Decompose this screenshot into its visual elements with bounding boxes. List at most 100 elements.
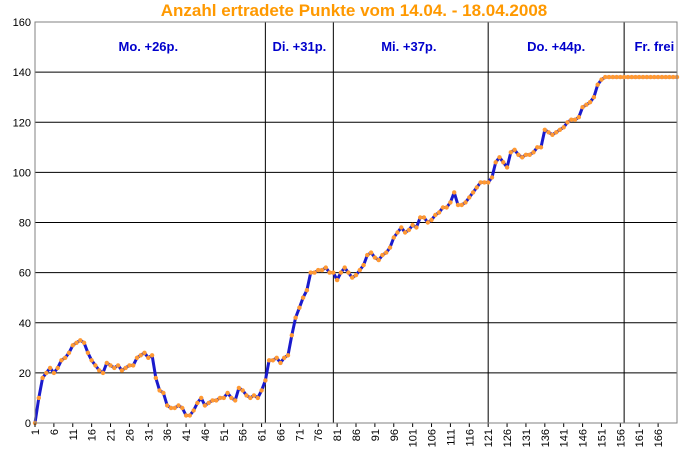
data-point	[572, 117, 578, 122]
data-point	[331, 270, 336, 275]
data-point	[199, 395, 204, 401]
y-tick-label: 40	[19, 318, 31, 330]
data-point	[501, 160, 506, 165]
data-point	[236, 385, 242, 391]
data-point	[312, 270, 317, 275]
y-tick-label: 20	[19, 368, 31, 380]
data-point	[452, 190, 457, 195]
data-point	[66, 350, 72, 355]
y-tick-label: 100	[13, 167, 31, 179]
data-point	[365, 252, 370, 258]
data-point	[161, 390, 166, 396]
x-tick-label: 71	[294, 429, 306, 441]
data-point	[395, 230, 400, 235]
data-point	[561, 125, 566, 130]
data-point	[482, 180, 487, 185]
x-tick-label: 36	[162, 429, 174, 441]
data-point	[70, 343, 76, 348]
data-point	[440, 205, 446, 210]
data-point	[463, 200, 468, 205]
data-point	[376, 257, 381, 263]
data-point	[467, 195, 472, 200]
x-tick-label: 116	[464, 429, 476, 447]
x-tick-label: 106	[427, 429, 439, 447]
data-point	[289, 333, 294, 338]
data-point	[618, 74, 623, 80]
y-tick-label: 80	[19, 218, 31, 230]
data-point	[538, 145, 544, 150]
x-tick-label: 61	[257, 429, 269, 441]
x-tick-label: 56	[238, 429, 250, 441]
x-tick-label: 166	[653, 429, 665, 447]
x-tick-label: 1	[30, 429, 42, 435]
data-point	[81, 340, 87, 345]
data-point	[251, 393, 257, 398]
day-segment-labels: Mo. +26p. Di. +31p. Mi. +37p. Do. +44p. Fr. …	[118, 39, 674, 54]
x-tick-label: 141	[559, 429, 571, 447]
data-point	[100, 370, 106, 376]
data-point	[214, 398, 219, 403]
x-tick-label: 11	[68, 429, 80, 440]
data-point	[248, 395, 253, 401]
data-point	[304, 288, 310, 293]
data-point	[433, 212, 438, 218]
data-point	[78, 338, 83, 343]
series-line	[33, 75, 677, 424]
data-point	[40, 375, 45, 381]
data-point	[149, 353, 155, 358]
series-markers	[32, 74, 680, 426]
data-point	[104, 360, 110, 366]
data-point	[233, 398, 238, 403]
y-gridlines	[35, 21, 677, 424]
data-point	[546, 130, 551, 135]
data-point	[671, 74, 676, 80]
segment-label: Di. +31p.	[272, 39, 326, 54]
data-point	[497, 155, 502, 160]
data-point	[361, 262, 366, 268]
data-point	[512, 147, 517, 152]
data-point	[625, 74, 631, 80]
data-point	[112, 365, 117, 371]
y-tick-label: 160	[13, 17, 31, 29]
data-point	[176, 403, 181, 408]
data-point	[210, 398, 215, 403]
data-point	[380, 252, 385, 258]
data-point	[418, 215, 423, 220]
x-tick-label: 96	[389, 429, 401, 441]
data-point	[659, 74, 665, 80]
data-point	[119, 368, 125, 373]
data-point	[410, 222, 415, 228]
data-point	[493, 160, 498, 165]
x-tick-label: 131	[521, 429, 533, 447]
data-point	[187, 413, 192, 418]
data-point	[59, 358, 64, 363]
data-point	[319, 267, 325, 273]
data-point	[399, 225, 404, 230]
data-point	[157, 388, 162, 393]
series-polyline	[33, 75, 677, 424]
data-point	[342, 265, 347, 270]
x-tick-label: 66	[275, 429, 287, 441]
data-point	[153, 375, 158, 381]
data-point	[108, 363, 113, 368]
data-point	[655, 74, 661, 80]
data-point	[621, 74, 627, 80]
data-point	[293, 315, 298, 320]
data-point	[520, 155, 525, 160]
data-point	[629, 74, 634, 80]
data-point	[459, 202, 464, 208]
segment-label: Mo. +26p.	[118, 39, 178, 54]
x-tick-label: 121	[483, 429, 495, 447]
data-point	[421, 215, 427, 220]
data-point	[470, 190, 476, 195]
data-point	[47, 365, 53, 371]
data-point	[274, 355, 279, 360]
data-point	[391, 235, 396, 240]
data-point	[357, 267, 362, 273]
segment-label: Mi. +37p.	[381, 39, 436, 54]
data-point	[384, 250, 389, 255]
data-point	[614, 74, 619, 80]
data-point	[527, 152, 532, 157]
data-point	[372, 255, 378, 260]
